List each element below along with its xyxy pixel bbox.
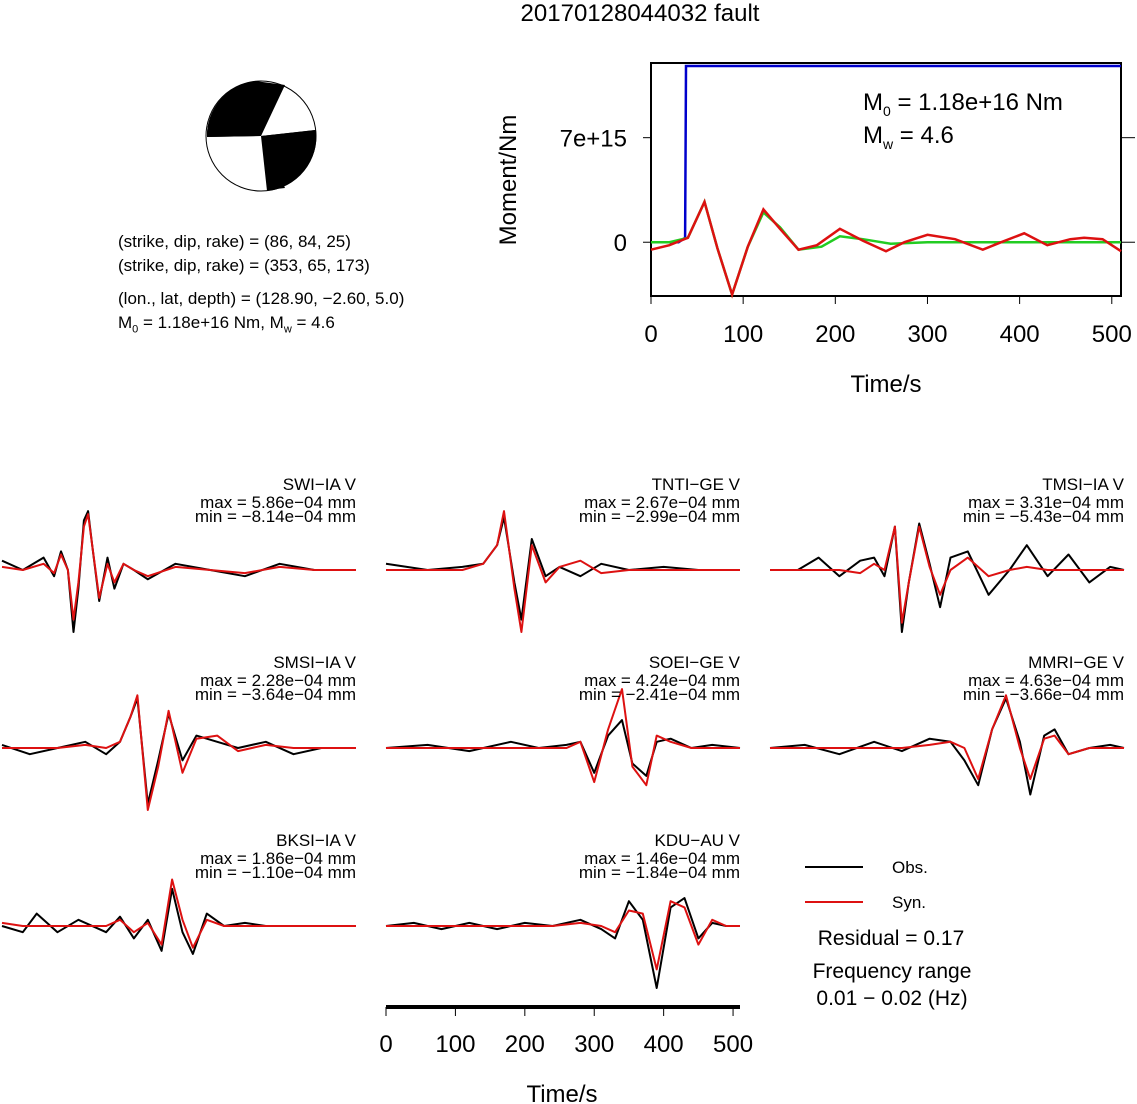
station-min: min = −8.14e−04 mm bbox=[195, 507, 356, 526]
observed-waveform bbox=[385, 719, 741, 777]
synthetic-waveform bbox=[1, 878, 356, 949]
location-depth: (lon., lat, depth) = (128.90, −2.60, 5.0… bbox=[118, 289, 405, 308]
observed-waveform bbox=[1, 697, 356, 805]
frequency-value: 0.01 − 0.02 (Hz) bbox=[816, 987, 967, 1010]
page-title: 20170128044032 fault bbox=[520, 0, 760, 27]
waveform-xtick-label: 200 bbox=[505, 1031, 545, 1058]
waveform-xtick-label: 100 bbox=[435, 1031, 475, 1058]
station-name: KDU−AU V bbox=[655, 831, 741, 850]
synthetic-waveform bbox=[770, 694, 1124, 780]
station-name: TMSI−IA V bbox=[1042, 475, 1124, 494]
moment-xtick-label: 500 bbox=[1092, 321, 1132, 348]
station-name: SWI−IA V bbox=[283, 475, 357, 494]
waveform-time-axis: 0 100 200 300 400 500 Time/s bbox=[379, 1005, 753, 1104]
ann-mw-value: = 4.6 bbox=[893, 122, 954, 149]
waveform-xtick-label: 500 bbox=[713, 1031, 753, 1058]
station-max: max = 2.28e−04 mm bbox=[200, 671, 356, 690]
station-min: min = −1.84e−04 mm bbox=[579, 863, 740, 882]
ann-m0-sub: 0 bbox=[883, 103, 891, 119]
moment-xtick-label: 200 bbox=[815, 321, 855, 348]
moment-panel: 0 100 200 300 400 500 0 7e+15 Time/s Moment/Nm… bbox=[495, 62, 1135, 398]
fault-plane-2: (strike, dip, rake) = (353, 65, 173) bbox=[118, 256, 370, 275]
moment-annotation-mw: Mw = 4.6 bbox=[863, 122, 954, 152]
moment-annotation-m0: M0 = 1.18e+16 Nm bbox=[863, 89, 1063, 119]
synthetic-waveform bbox=[386, 510, 740, 633]
station-min: min = −3.66e−04 mm bbox=[963, 685, 1124, 704]
station-name: TNTI−GE V bbox=[652, 475, 741, 494]
residual-text: Residual = 0.17 bbox=[818, 927, 965, 950]
station-max: max = 3.31e−04 mm bbox=[968, 493, 1124, 512]
moment-xtick-label: 400 bbox=[1000, 321, 1040, 348]
m0-sub: 0 bbox=[132, 323, 139, 336]
waveform-xtick-label: 400 bbox=[644, 1031, 684, 1058]
moment-ytick-label: 0 bbox=[614, 230, 627, 257]
synthetic-waveform bbox=[1, 513, 356, 621]
station-name: SOEI−GE V bbox=[649, 653, 741, 672]
station-min: min = −2.41e−04 mm bbox=[579, 685, 740, 704]
mw-value: = 4.6 bbox=[291, 313, 335, 332]
moment-xtick-label: 100 bbox=[723, 321, 763, 348]
ann-mw-label: M bbox=[863, 122, 883, 149]
stf-series-line bbox=[651, 198, 1121, 299]
moment-magnitude: M0 = 1.18e+16 Nm, Mw = 4.6 bbox=[118, 313, 335, 339]
legend-syn-label: Syn. bbox=[892, 893, 926, 912]
station-max: max = 2.67e−04 mm bbox=[584, 493, 740, 512]
moment-xtick-label: 300 bbox=[907, 321, 947, 348]
waveform-xlabel: Time/s bbox=[526, 1081, 597, 1104]
station-max: max = 5.86e−04 mm bbox=[200, 493, 356, 512]
observed-waveform bbox=[385, 897, 740, 989]
ann-m0-label: M bbox=[863, 89, 883, 116]
station-min: min = −1.10e−04 mm bbox=[195, 863, 356, 882]
moment-xtick-label: 0 bbox=[644, 321, 657, 348]
station-max: max = 1.86e−04 mm bbox=[200, 849, 356, 868]
synthetic-waveform bbox=[770, 525, 1124, 624]
ann-mw-sub: w bbox=[882, 136, 894, 152]
station-max: max = 4.24e−04 mm bbox=[584, 671, 740, 690]
synthetic-waveform bbox=[386, 900, 740, 971]
beachball-icon bbox=[205, 80, 317, 192]
synthetic-waveform bbox=[2, 694, 356, 811]
fault-plane-1: (strike, dip, rake) = (86, 84, 25) bbox=[118, 232, 351, 251]
mw-sub: w bbox=[283, 323, 292, 336]
synthetic-waveform bbox=[386, 688, 740, 787]
observed-waveform bbox=[769, 697, 1125, 796]
m0-value: = 1.18e+16 Nm, M bbox=[138, 313, 284, 332]
station-name: MMRI−GE V bbox=[1028, 653, 1125, 672]
station-max: max = 1.46e−04 mm bbox=[584, 849, 740, 868]
waveform-xtick-label: 0 bbox=[379, 1031, 392, 1058]
moment-xlabel: Time/s bbox=[850, 371, 921, 398]
station-name: SMSI−IA V bbox=[273, 653, 356, 672]
station-min: min = −2.99e−04 mm bbox=[579, 507, 740, 526]
m0-label: M bbox=[118, 313, 133, 332]
frequency-label: Frequency range bbox=[813, 960, 972, 983]
observed-waveform bbox=[1, 887, 356, 955]
station-min: min = −3.64e−04 mm bbox=[195, 685, 356, 704]
moment-plot-frame bbox=[650, 62, 1122, 297]
ann-m0-value: = 1.18e+16 Nm bbox=[891, 89, 1063, 116]
station-max: max = 4.63e−04 mm bbox=[968, 671, 1124, 690]
legend-obs-label: Obs. bbox=[892, 858, 928, 877]
synthetic-stf-series-line bbox=[650, 198, 1122, 299]
legend: Obs. Syn. Residual = 0.17 Frequency rang… bbox=[805, 858, 971, 1010]
waveform-xtick-label: 300 bbox=[574, 1031, 614, 1058]
moment-ytick-label: 7e+15 bbox=[560, 126, 627, 153]
observed-waveform bbox=[385, 516, 740, 621]
moment-ylabel: Moment/Nm bbox=[495, 115, 522, 246]
station-min: min = −5.43e−04 mm bbox=[963, 507, 1124, 526]
station-name: BKSI−IA V bbox=[276, 831, 357, 850]
